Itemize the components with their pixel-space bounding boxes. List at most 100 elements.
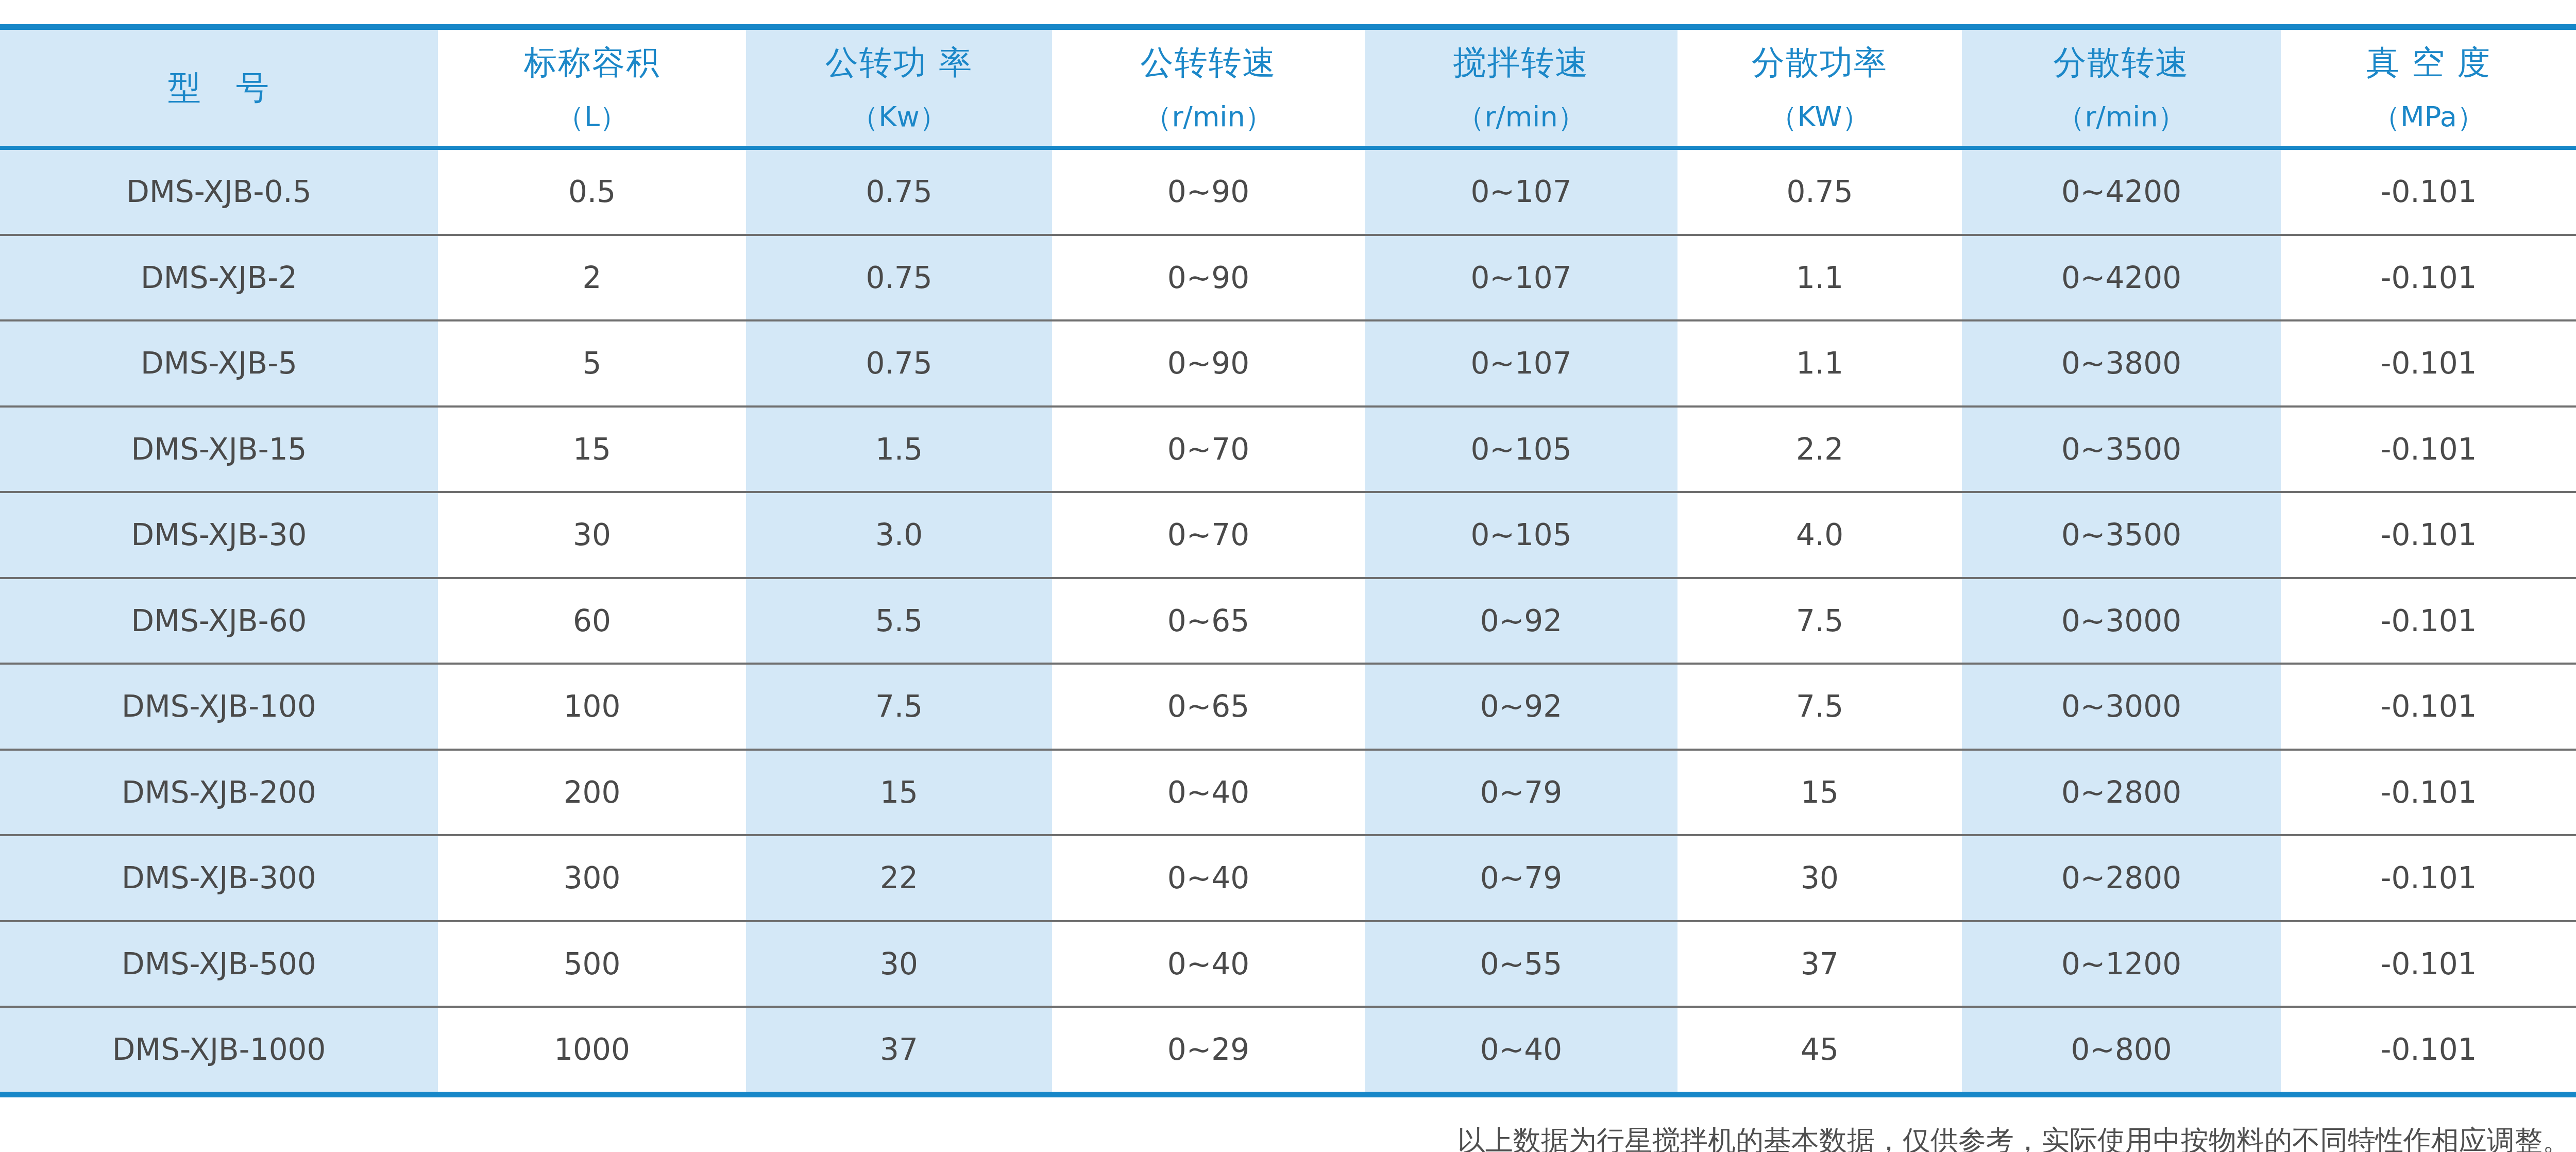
value-cell: 22: [746, 836, 1052, 920]
value-cell: 0~55: [1365, 922, 1677, 1006]
model-cell: DMS-XJB-15: [0, 408, 438, 492]
table-row: DMS-XJB-0.50.50.750~900~1070.750~4200-0.…: [0, 150, 2576, 234]
table-row: DMS-XJB-200200150~400~79150~2800-0.101: [0, 749, 2576, 835]
table-row: DMS-XJB-60605.50~650~927.50~3000-0.101: [0, 577, 2576, 663]
value-cell: 0~4200: [1962, 236, 2281, 320]
table-row: DMS-XJB-300300220~400~79300~2800-0.101: [0, 834, 2576, 920]
value-cell: 30: [1677, 836, 1962, 920]
value-cell: 0.75: [1677, 150, 1962, 234]
value-cell: 100: [438, 665, 746, 749]
value-cell: 3.0: [746, 493, 1052, 577]
value-cell: 15: [1677, 751, 1962, 835]
spec-sheet-page: 型 号标称容积（L）公转功 率（Kw）公转转速（r/min）搅拌转速（r/min…: [0, 0, 2576, 1152]
value-cell: 0~4200: [1962, 150, 2281, 234]
value-cell: 0~3500: [1962, 408, 2281, 492]
column-title: 分散功率: [1752, 40, 1888, 85]
value-cell: 1000: [438, 1008, 746, 1092]
value-cell: 0~3000: [1962, 579, 2281, 663]
value-cell: -0.101: [2281, 493, 2576, 577]
table-row: DMS-XJB-550.750~900~1071.10~3800-0.101: [0, 319, 2576, 405]
table-row: DMS-XJB-220.750~900~1071.10~4200-0.101: [0, 234, 2576, 320]
value-cell: 60: [438, 579, 746, 663]
value-cell: 0~92: [1365, 579, 1677, 663]
value-cell: 0~800: [1962, 1008, 2281, 1092]
value-cell: 0~92: [1365, 665, 1677, 749]
column-unit: （KW）: [1770, 98, 1870, 136]
value-cell: 0~107: [1365, 236, 1677, 320]
header-cell-6: 分散转速 （r/min）: [1962, 30, 2281, 146]
model-cell: DMS-XJB-300: [0, 836, 438, 920]
header-cell-1: 标称容积 （L）: [438, 30, 746, 146]
model-cell: DMS-XJB-500: [0, 922, 438, 1006]
value-cell: 1.1: [1677, 236, 1962, 320]
column-title: 公转功 率: [825, 40, 973, 85]
value-cell: 2: [438, 236, 746, 320]
model-cell: DMS-XJB-100: [0, 665, 438, 749]
header-cell-5: 分散功率 （KW）: [1677, 30, 1962, 146]
value-cell: 300: [438, 836, 746, 920]
value-cell: 4.0: [1677, 493, 1962, 577]
value-cell: 1.5: [746, 408, 1052, 492]
value-cell: 200: [438, 751, 746, 835]
table-row: DMS-XJB-30303.00~700~1054.00~3500-0.101: [0, 491, 2576, 577]
table-row: DMS-XJB-500500300~400~55370~1200-0.101: [0, 920, 2576, 1006]
column-unit: （L）: [556, 98, 628, 136]
value-cell: 0~2800: [1962, 836, 2281, 920]
value-cell: 0~65: [1052, 579, 1365, 663]
model-cell: DMS-XJB-5: [0, 321, 438, 405]
value-cell: 500: [438, 922, 746, 1006]
value-cell: -0.101: [2281, 236, 2576, 320]
column-title: 分散转速: [2054, 40, 2190, 85]
value-cell: 2.2: [1677, 408, 1962, 492]
value-cell: 0~40: [1052, 751, 1365, 835]
column-title: 标称容积: [524, 40, 660, 85]
value-cell: 0~105: [1365, 408, 1677, 492]
value-cell: 0~107: [1365, 321, 1677, 405]
value-cell: 0~70: [1052, 408, 1365, 492]
value-cell: 15: [438, 408, 746, 492]
value-cell: 5: [438, 321, 746, 405]
value-cell: 0~107: [1365, 150, 1677, 234]
spec-table: 型 号标称容积（L）公转功 率（Kw）公转转速（r/min）搅拌转速（r/min…: [0, 24, 2576, 1097]
value-cell: -0.101: [2281, 922, 2576, 1006]
model-cell: DMS-XJB-1000: [0, 1008, 438, 1092]
value-cell: 7.5: [1677, 665, 1962, 749]
column-title: 真 空 度: [2366, 40, 2492, 85]
value-cell: 0~3500: [1962, 493, 2281, 577]
value-cell: 0~1200: [1962, 922, 2281, 1006]
table-header-row: 型 号标称容积（L）公转功 率（Kw）公转转速（r/min）搅拌转速（r/min…: [0, 30, 2576, 150]
table-row: DMS-XJB-15151.50~700~1052.20~3500-0.101: [0, 405, 2576, 492]
value-cell: 37: [1677, 922, 1962, 1006]
column-unit: （Kw）: [851, 98, 947, 136]
value-cell: -0.101: [2281, 408, 2576, 492]
value-cell: 0.75: [746, 150, 1052, 234]
column-unit: （MPa）: [2372, 98, 2485, 136]
value-cell: 5.5: [746, 579, 1052, 663]
value-cell: 0~90: [1052, 321, 1365, 405]
value-cell: 0.75: [746, 321, 1052, 405]
model-cell: DMS-XJB-0.5: [0, 150, 438, 234]
column-unit: （r/min）: [2057, 98, 2185, 136]
model-cell: DMS-XJB-60: [0, 579, 438, 663]
value-cell: 0~2800: [1962, 751, 2281, 835]
value-cell: 0~70: [1052, 493, 1365, 577]
header-cell-3: 公转转速（r/min）: [1052, 30, 1365, 146]
model-cell: DMS-XJB-30: [0, 493, 438, 577]
header-cell-2: 公转功 率 （Kw）: [746, 30, 1052, 146]
value-cell: 37: [746, 1008, 1052, 1092]
header-cell-7: 真 空 度 （MPa）: [2281, 30, 2576, 146]
value-cell: 15: [746, 751, 1052, 835]
value-cell: 30: [746, 922, 1052, 1006]
value-cell: 0.5: [438, 150, 746, 234]
column-unit: （r/min）: [1456, 98, 1585, 136]
value-cell: 0~105: [1365, 493, 1677, 577]
value-cell: 0.75: [746, 236, 1052, 320]
value-cell: 45: [1677, 1008, 1962, 1092]
value-cell: 7.5: [746, 665, 1052, 749]
value-cell: 0~3800: [1962, 321, 2281, 405]
column-unit: （r/min）: [1144, 98, 1273, 136]
value-cell: 1.1: [1677, 321, 1962, 405]
value-cell: 0~40: [1052, 836, 1365, 920]
table-body: DMS-XJB-0.50.50.750~900~1070.750~4200-0.…: [0, 150, 2576, 1092]
table-row: DMS-XJB-1001007.50~650~927.50~3000-0.101: [0, 663, 2576, 749]
